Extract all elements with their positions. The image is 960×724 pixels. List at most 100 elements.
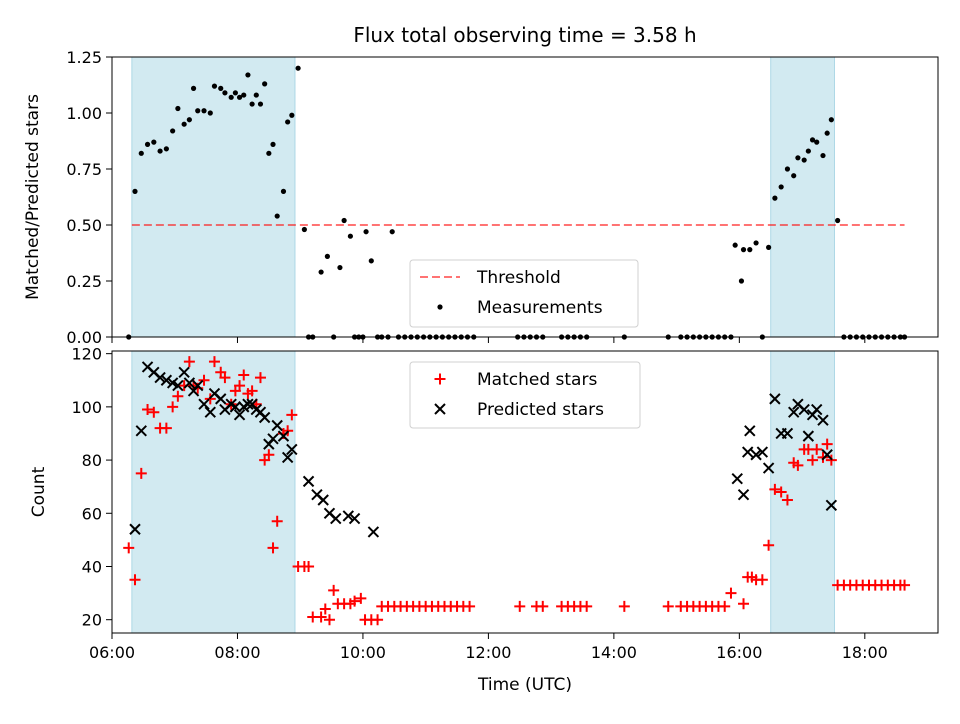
predicted-star-point: [281, 451, 294, 464]
predicted-star-point: [233, 409, 246, 421]
predicted-star-point: [267, 433, 279, 445]
matched-star-point: [662, 600, 674, 612]
matched-star-point: [129, 574, 141, 586]
matched-star-point: [349, 595, 361, 607]
predicted-star-point: [367, 526, 380, 538]
measurement-point: [747, 247, 753, 253]
predicted-star-point: [348, 512, 361, 525]
matched-star-point: [198, 374, 210, 386]
legend-matched-swatch: [434, 373, 446, 385]
measurement-point: [138, 150, 144, 156]
measurement-point: [363, 229, 369, 235]
predicted-star-point: [135, 425, 147, 437]
measurement-point: [257, 101, 264, 107]
measurement-point: [207, 110, 213, 116]
measurement-point: [318, 269, 324, 275]
measurement-point: [772, 195, 778, 201]
y-tick-label: 120: [71, 345, 102, 364]
predicted-star-point: [215, 393, 227, 405]
matched-star-point: [234, 380, 246, 392]
y-tick-label: 1.00: [66, 104, 102, 123]
measurement-point: [814, 139, 820, 145]
matched-star-point: [254, 372, 266, 384]
predicted-star-point: [271, 419, 283, 432]
measurement-point: [738, 278, 745, 284]
predicted-star-point: [178, 366, 190, 378]
predicted-star-point: [129, 523, 141, 535]
legend-measurement-label: Measurements: [477, 298, 603, 318]
predicted-star-point: [192, 379, 204, 392]
matched-star-point: [738, 598, 750, 610]
predicted-star-point: [750, 449, 762, 461]
measurement-point: [132, 188, 138, 194]
x-tick-label: 14:00: [591, 643, 637, 662]
measurement-point: [295, 65, 301, 71]
y-tick-label: 80: [82, 451, 102, 470]
matched-star-point: [821, 438, 833, 450]
measurement-point: [163, 146, 169, 152]
measurement-point: [170, 128, 176, 134]
measurement-point: [820, 152, 826, 159]
measurement-point: [186, 117, 192, 123]
matched-star-point: [148, 406, 160, 418]
matched-star-point: [899, 579, 911, 591]
matched-star-point: [183, 356, 195, 368]
bottom-x-ticks: 06:00 08:00 10:00 12:00 14:00 16:00 18:00: [89, 633, 888, 662]
matched-star-point: [372, 614, 384, 626]
matched-star-point: [792, 459, 804, 471]
matched-star-point: [775, 486, 787, 498]
x-tick-label: 10:00: [340, 643, 386, 662]
y-tick-label: 0.00: [66, 328, 102, 347]
top-shaded-bands: [131, 56, 835, 338]
chart-title: Flux total observing time = 3.58 h: [353, 23, 696, 47]
predicted-star-point: [744, 425, 756, 437]
matched-star-point: [303, 560, 315, 572]
y-tick-label: 0.25: [66, 272, 102, 291]
matched-star-point: [135, 467, 147, 479]
matched-star-point: [238, 369, 250, 381]
measurement-point: [190, 85, 197, 91]
measurement-point: [280, 188, 287, 194]
predicted-star-point: [172, 379, 184, 392]
matched-stars-points: [123, 356, 911, 626]
measurement-point: [236, 94, 243, 100]
bottom-panel: 20 40 60 80 100 120 06:00 08:00 10:00 12:00 14:00…: [29, 345, 939, 695]
measurement-point: [791, 173, 797, 179]
matched-star-point: [123, 542, 135, 554]
measurement-point: [175, 105, 181, 112]
matched-star-point: [167, 401, 179, 413]
predicted-star-point: [183, 377, 196, 389]
measurement-point: [228, 94, 234, 100]
predicted-star-point: [781, 427, 794, 440]
shaded-band-2: [770, 56, 835, 338]
measurement-point: [337, 264, 343, 271]
predicted-star-point: [769, 393, 781, 405]
x-tick-label: 18:00: [842, 643, 888, 662]
x-tick-label: 12:00: [465, 643, 511, 662]
matched-star-point: [581, 600, 593, 612]
measurement-point: [285, 119, 291, 125]
measurement-point: [778, 184, 784, 190]
legend-box: [409, 259, 639, 328]
top-y-ticks: 0.00 0.25 0.50 0.75 1.00 1.25: [66, 48, 112, 347]
predicted-star-point: [160, 374, 173, 386]
y-tick-label: 20: [82, 611, 102, 630]
measurement-point: [732, 242, 738, 248]
matched-star-point: [811, 443, 823, 455]
matched-star-point: [286, 409, 298, 421]
predicted-star-point: [821, 449, 833, 461]
legend-matched-label: Matched stars: [477, 370, 597, 390]
matched-star-point: [267, 542, 279, 554]
matched-star-point: [763, 539, 775, 551]
matched-star-point: [769, 483, 781, 495]
measurement-point: [341, 217, 347, 224]
measurement-point: [218, 85, 224, 91]
matched-star-point: [246, 385, 258, 397]
matched-star-point: [263, 449, 275, 461]
predicted-star-point: [277, 430, 290, 442]
measurement-point: [784, 166, 791, 172]
measurement-point: [740, 247, 747, 253]
predicted-star-point: [242, 398, 254, 410]
matched-star-point: [756, 574, 768, 586]
